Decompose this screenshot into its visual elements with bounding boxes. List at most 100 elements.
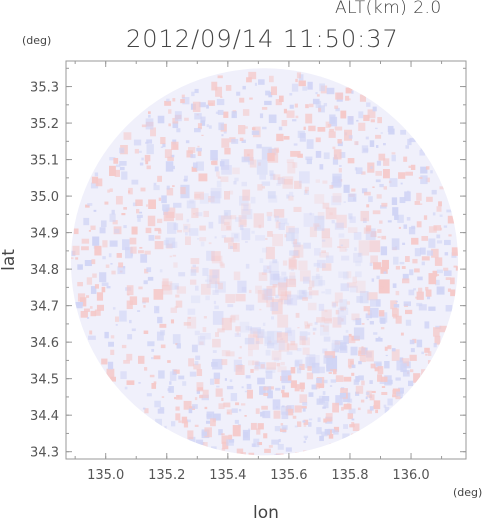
velocity-speckle xyxy=(267,231,273,237)
velocity-speckle xyxy=(244,390,248,393)
velocity-speckle xyxy=(93,209,97,212)
velocity-speckle xyxy=(193,363,201,370)
velocity-speckle xyxy=(228,434,233,440)
velocity-speckle xyxy=(443,270,452,276)
velocity-speckle xyxy=(367,109,376,119)
velocity-speckle xyxy=(268,75,274,83)
velocity-speckle xyxy=(218,122,225,131)
velocity-speckle xyxy=(293,143,298,146)
velocity-speckle xyxy=(273,410,281,419)
velocity-speckle xyxy=(361,323,365,325)
velocity-speckle xyxy=(291,233,299,244)
velocity-speckle xyxy=(421,369,429,377)
velocity-speckle xyxy=(239,137,244,141)
velocity-speckle xyxy=(164,425,167,430)
velocity-speckle xyxy=(126,285,134,296)
velocity-speckle xyxy=(304,324,310,329)
velocity-speckle xyxy=(318,395,325,404)
velocity-speckle xyxy=(365,391,370,395)
velocity-speckle xyxy=(148,114,151,118)
velocity-speckle xyxy=(303,419,309,425)
x-unit-label: (deg) xyxy=(453,486,483,499)
velocity-speckle xyxy=(349,216,356,223)
velocity-speckle xyxy=(282,392,290,398)
velocity-speckle xyxy=(305,113,313,124)
velocity-speckle xyxy=(194,285,199,291)
velocity-speckle xyxy=(261,181,271,186)
velocity-speckle xyxy=(269,261,279,272)
velocity-speckle xyxy=(399,357,404,363)
velocity-speckle xyxy=(158,229,162,234)
velocity-speckle xyxy=(343,335,350,344)
velocity-speckle xyxy=(387,220,392,223)
velocity-speckle xyxy=(351,433,359,438)
velocity-speckle xyxy=(224,147,231,155)
velocity-speckle xyxy=(268,195,278,203)
velocity-speckle xyxy=(239,97,245,103)
velocity-speckle xyxy=(290,380,297,388)
velocity-speckle xyxy=(348,336,356,344)
velocity-speckle xyxy=(369,394,375,401)
velocity-speckle xyxy=(336,214,347,228)
velocity-speckle xyxy=(259,308,262,311)
velocity-speckle xyxy=(151,382,157,389)
velocity-speckle xyxy=(366,318,369,321)
velocity-speckle xyxy=(298,80,306,87)
velocity-speckle xyxy=(261,272,267,275)
velocity-speckle xyxy=(187,316,197,329)
velocity-speckle xyxy=(206,275,218,289)
velocity-speckle xyxy=(369,380,373,384)
velocity-speckle xyxy=(387,398,393,406)
velocity-speckle xyxy=(326,418,332,422)
velocity-speckle xyxy=(114,316,120,322)
velocity-speckle xyxy=(174,396,177,400)
velocity-speckle xyxy=(262,186,265,189)
velocity-speckle xyxy=(450,289,456,297)
velocity-speckle xyxy=(235,402,240,406)
velocity-speckle xyxy=(230,393,238,402)
velocity-speckle xyxy=(287,329,296,342)
velocity-speckle xyxy=(241,228,251,241)
velocity-speckle xyxy=(308,392,314,397)
velocity-speckle xyxy=(226,439,234,446)
velocity-speckle xyxy=(347,413,354,420)
velocity-speckle xyxy=(278,95,284,102)
velocity-speckle xyxy=(425,177,430,183)
velocity-speckle xyxy=(253,438,260,448)
velocity-speckle xyxy=(204,427,212,438)
velocity-speckle xyxy=(408,289,415,296)
velocity-speckle xyxy=(144,367,148,371)
velocity-speckle xyxy=(289,93,293,96)
velocity-speckle xyxy=(379,312,388,323)
velocity-speckle xyxy=(129,237,137,245)
velocity-speckle xyxy=(318,107,322,112)
velocity-speckle xyxy=(281,385,286,390)
velocity-speckle xyxy=(252,360,259,366)
velocity-speckle xyxy=(334,222,344,230)
velocity-speckle xyxy=(221,359,228,366)
velocity-speckle xyxy=(321,250,327,253)
velocity-speckle xyxy=(218,429,223,436)
velocity-speckle xyxy=(346,301,351,305)
velocity-speckle xyxy=(126,300,133,310)
velocity-speckle xyxy=(206,124,209,128)
velocity-speckle xyxy=(339,152,346,158)
velocity-speckle xyxy=(411,237,419,245)
velocity-speckle xyxy=(75,257,79,260)
velocity-speckle xyxy=(250,422,257,430)
velocity-speckle xyxy=(290,367,296,374)
velocity-speckle xyxy=(370,363,376,369)
velocity-speckle xyxy=(241,181,248,187)
velocity-speckle xyxy=(381,391,388,396)
velocity-speckle xyxy=(239,321,250,333)
velocity-speckle xyxy=(157,175,163,182)
velocity-speckle xyxy=(169,255,173,258)
velocity-speckle xyxy=(213,372,221,379)
velocity-speckle xyxy=(397,214,404,223)
velocity-speckle xyxy=(391,308,399,317)
velocity-speckle xyxy=(145,160,149,165)
velocity-speckle xyxy=(349,285,358,293)
velocity-speckle xyxy=(241,203,251,215)
velocity-speckle xyxy=(294,103,298,108)
